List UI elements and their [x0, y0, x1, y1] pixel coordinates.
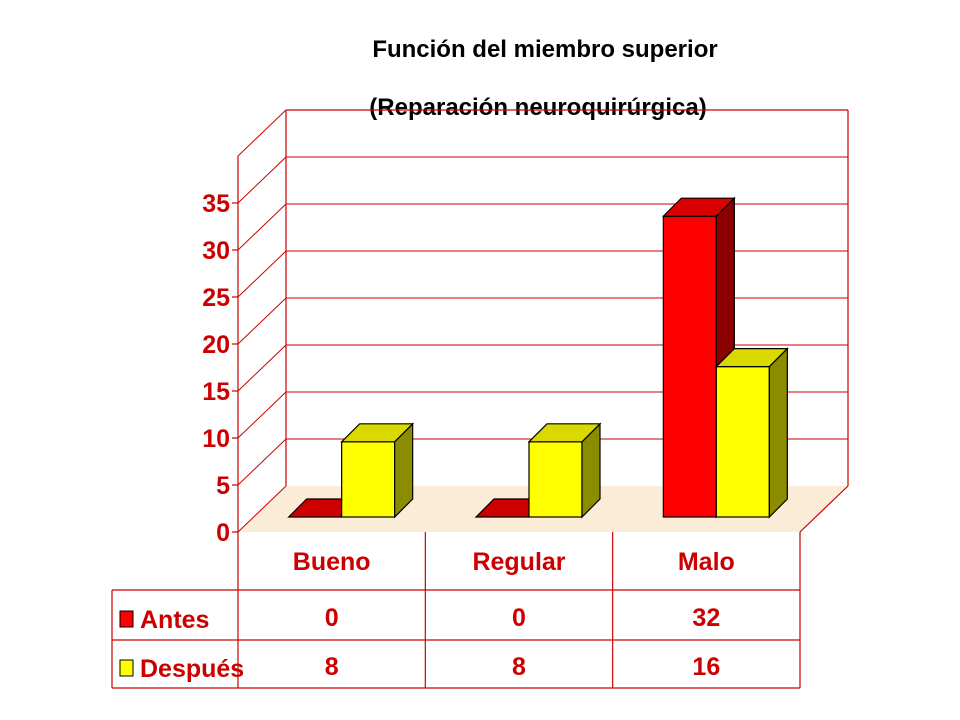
bar-top	[661, 197, 736, 217]
side-gridline	[237, 297, 287, 345]
table-cell: 32	[692, 604, 720, 632]
table-cell: 8	[512, 653, 526, 681]
bar-despus-malo	[714, 347, 789, 519]
bar-front	[715, 366, 770, 518]
floor-right-edge	[799, 485, 849, 533]
y-tick-label: 10	[202, 425, 230, 453]
side-gridline	[237, 203, 287, 251]
x-category-label: Malo	[678, 548, 735, 576]
legend-label: Antes	[140, 606, 209, 634]
side-gridline	[237, 391, 287, 439]
bar-front	[528, 441, 583, 518]
chart-subtitle: (Reparación neuroquirúrgica)	[369, 94, 706, 121]
bar-top	[340, 423, 415, 443]
legend-label: Después	[140, 655, 244, 683]
y-tick-label: 15	[202, 378, 230, 406]
table-cell: 8	[325, 653, 339, 681]
bar-despus-bueno	[340, 422, 415, 519]
table-cell: 0	[512, 604, 526, 632]
y-tick-label: 0	[216, 519, 230, 547]
x-category-label: Regular	[472, 548, 565, 576]
bar-front	[341, 441, 396, 518]
y-tick-label: 25	[202, 284, 230, 312]
bars	[287, 196, 789, 519]
y-tick-label: 20	[202, 331, 230, 359]
side-gridline	[237, 438, 287, 486]
y-tick-label: 30	[202, 237, 230, 265]
legend-swatch	[119, 610, 134, 628]
chart-title: Función del miembro superior	[372, 36, 717, 63]
bar-despus-regular	[527, 422, 602, 519]
bar-front	[662, 215, 717, 518]
table-cell: 16	[692, 653, 720, 681]
x-category-label: Bueno	[293, 548, 371, 576]
side-gridline	[237, 156, 287, 204]
y-tick-label: 35	[202, 190, 230, 218]
side-gridline	[237, 250, 287, 298]
bar-top	[714, 348, 789, 368]
table-cell: 0	[325, 604, 339, 632]
y-tick-label: 5	[216, 472, 230, 500]
legend-swatch	[119, 659, 134, 677]
bar-top	[527, 423, 602, 443]
side-gridline	[237, 485, 287, 533]
side-gridline	[237, 344, 287, 392]
bar-side	[768, 347, 788, 519]
data-table: Bueno Regular Malo Antes 0 0 32 Después 8 8 16	[111, 532, 801, 689]
side-wall-top-edge	[237, 109, 287, 157]
